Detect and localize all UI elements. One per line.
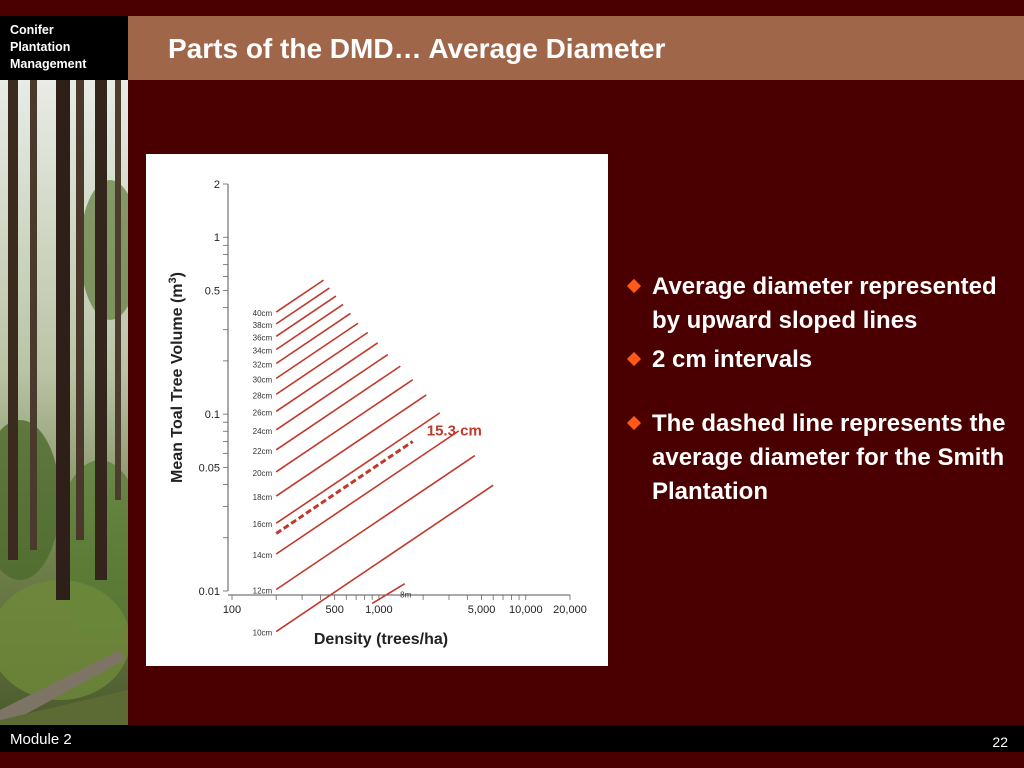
- y-tick-label: 0.01: [199, 586, 220, 598]
- top-border: [0, 0, 1024, 16]
- bullet-text: The dashed line represents the average d…: [652, 410, 1006, 505]
- diameter-line-label: 34cm: [253, 347, 273, 356]
- y-tick-label: 0.5: [205, 285, 220, 297]
- diameter-line-8m: [371, 582, 406, 605]
- x-tick-label: 500: [325, 604, 343, 616]
- slide-title: Parts of the DMD… Average Diameter: [168, 33, 666, 64]
- diameter-line-20cm: [275, 379, 414, 473]
- x-tick-label: 20,000: [553, 604, 587, 616]
- diamond-bullet-icon: [626, 415, 642, 431]
- y-axis-title: Mean Toal Tree Volume (m3): [167, 272, 186, 483]
- diameter-line-16cm: [275, 412, 441, 524]
- diameter-line-label: 26cm: [253, 408, 273, 417]
- highlight-dashed-line: [275, 440, 414, 535]
- bullet-text: Average diameter represented by upward s…: [652, 273, 997, 334]
- diameter-line-18cm: [275, 394, 427, 497]
- diameter-line-22cm: [275, 365, 401, 451]
- title-bar: Parts of the DMD… Average Diameter: [128, 16, 1024, 80]
- y-tick-label: 1: [214, 232, 220, 244]
- diameter-line-label: 16cm: [253, 520, 273, 529]
- diameter-line-label: 30cm: [253, 375, 273, 384]
- y-tick-label: 2: [214, 179, 220, 191]
- diameter-line-30cm: [275, 322, 359, 380]
- logo-line-1: Conifer: [10, 23, 54, 37]
- bullet-text: 2 cm intervals: [652, 346, 813, 373]
- diameter-line-40cm: [275, 279, 324, 313]
- y-tick-label: 0.05: [199, 462, 220, 474]
- diameter-line-label: 8m: [400, 590, 411, 599]
- diameter-line-34cm: [275, 303, 344, 351]
- footer-bar: Module 2 22: [0, 725, 1024, 752]
- x-tick-label: 5,000: [468, 604, 496, 616]
- x-tick-label: 1,000: [365, 604, 393, 616]
- page-number: 22: [992, 734, 1008, 750]
- x-tick-label: 100: [223, 604, 241, 616]
- diameter-line-label: 36cm: [253, 333, 273, 342]
- bullet-list: Average diameter represented by upward s…: [626, 270, 1018, 509]
- bullet-item: The dashed line represents the average d…: [626, 407, 1018, 509]
- bullet-item: Average diameter represented by upward s…: [626, 270, 1018, 338]
- diameter-line-12cm: [275, 454, 476, 591]
- course-logo: Conifer Plantation Management: [0, 16, 128, 80]
- diameter-line-label: 10cm: [253, 629, 273, 638]
- diameter-line-28cm: [275, 331, 369, 395]
- x-axis-title: Density (trees/ha): [314, 631, 448, 648]
- diameter-line-label: 14cm: [253, 551, 273, 560]
- diameter-line-10cm: [275, 484, 494, 633]
- x-tick-label: 10,000: [509, 604, 543, 616]
- diameter-line-label: 22cm: [253, 447, 273, 456]
- diameter-line-label: 38cm: [253, 321, 273, 330]
- diameter-line-32cm: [275, 312, 351, 365]
- diamond-bullet-icon: [626, 278, 642, 294]
- highlight-label: 15.3 cm: [427, 422, 482, 439]
- diameter-line-24cm: [275, 353, 389, 431]
- y-tick-label: 0.1: [205, 409, 220, 421]
- bullet-item: 2 cm intervals: [626, 343, 1018, 377]
- diameter-line-label: 32cm: [253, 360, 273, 369]
- dmd-chart: 100 500 1,000 5,000 10,000 20,000 0.01 0.05 0.1 0…: [146, 154, 608, 666]
- bottom-border: [0, 752, 1024, 768]
- logo-line-2: Plantation: [10, 40, 71, 54]
- forest-photo: [0, 80, 128, 725]
- diamond-bullet-icon: [626, 351, 642, 367]
- diameter-line-label: 18cm: [253, 493, 273, 502]
- dmd-chart-svg: 100 500 1,000 5,000 10,000 20,000 0.01 0.05 0.1 0…: [167, 179, 587, 648]
- diameter-line-label: 12cm: [253, 587, 273, 596]
- diameter-line-label: 28cm: [253, 391, 273, 400]
- module-label: Module 2: [10, 731, 72, 748]
- diameter-line-label: 20cm: [253, 469, 273, 478]
- diameter-line-26cm: [275, 342, 379, 412]
- diameter-line-38cm: [275, 287, 330, 325]
- logo-line-3: Management: [10, 57, 87, 71]
- diameter-line-36cm: [275, 295, 337, 338]
- diameter-line-label: 40cm: [253, 309, 273, 318]
- diameter-line-label: 24cm: [253, 427, 273, 436]
- diameter-line-14cm: [275, 430, 460, 555]
